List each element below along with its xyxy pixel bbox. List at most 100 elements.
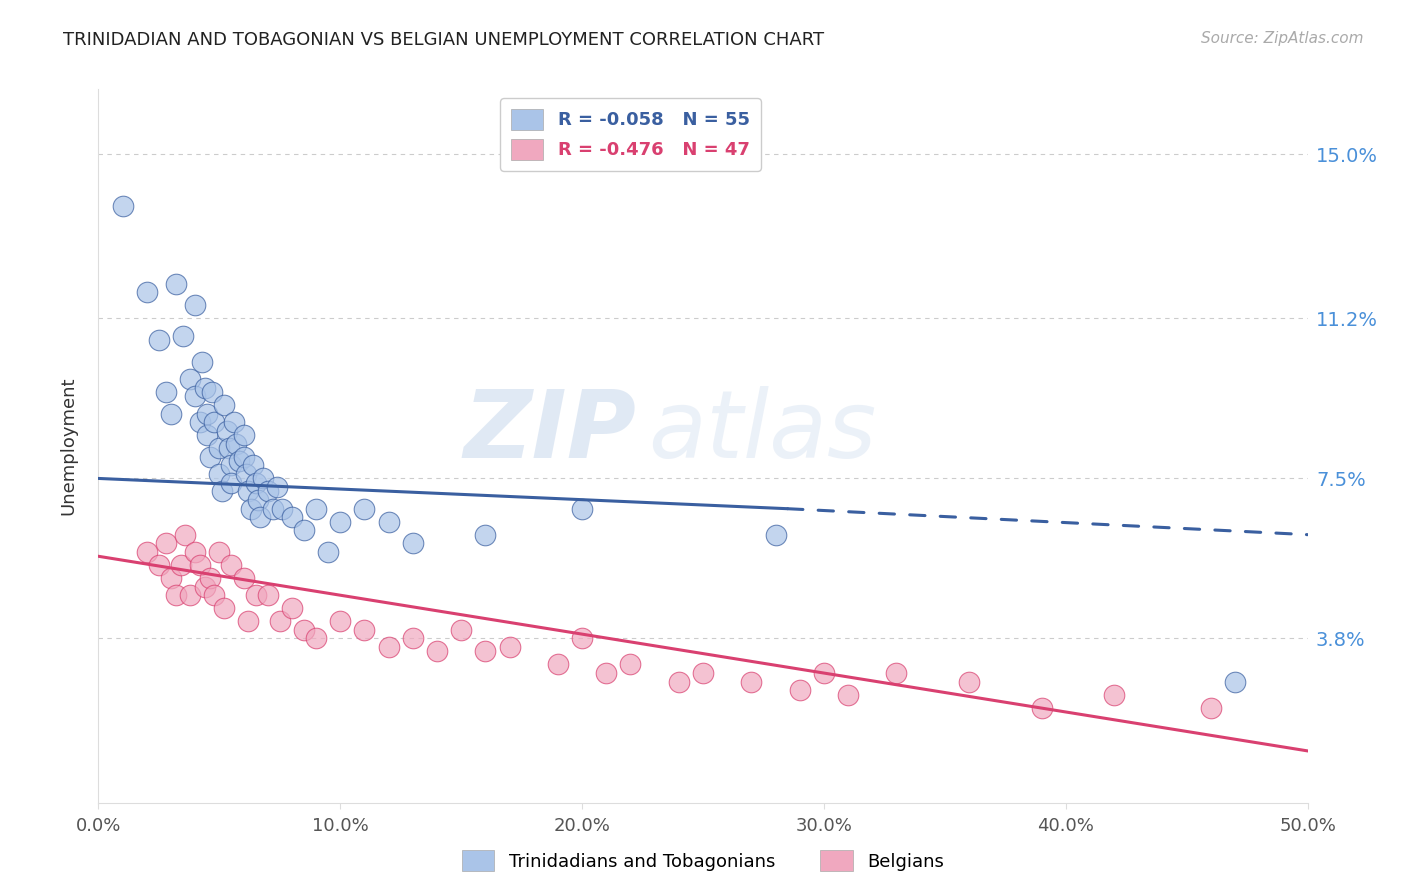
Text: TRINIDADIAN AND TOBAGONIAN VS BELGIAN UNEMPLOYMENT CORRELATION CHART: TRINIDADIAN AND TOBAGONIAN VS BELGIAN UN…	[63, 31, 824, 49]
Point	[765, 527, 787, 541]
Point	[256, 588, 278, 602]
Point	[269, 614, 291, 628]
Legend: R = -0.058   N = 55, R = -0.476   N = 47: R = -0.058 N = 55, R = -0.476 N = 47	[501, 98, 761, 170]
Point	[547, 657, 569, 672]
Point	[225, 437, 247, 451]
Point	[238, 484, 260, 499]
Point	[426, 644, 449, 658]
Point	[221, 558, 243, 572]
Point	[305, 632, 328, 646]
Point	[252, 471, 274, 485]
Point	[571, 632, 593, 646]
Point	[668, 674, 690, 689]
Point	[232, 428, 254, 442]
Point	[837, 688, 859, 702]
Point	[238, 614, 260, 628]
Point	[221, 475, 243, 490]
Point	[155, 384, 177, 399]
Point	[281, 510, 304, 524]
Point	[474, 644, 496, 658]
Point	[188, 558, 211, 572]
Point	[179, 588, 201, 602]
Point	[228, 454, 250, 468]
Point	[195, 428, 218, 442]
Point	[619, 657, 641, 672]
Point	[111, 199, 134, 213]
Point	[135, 285, 157, 300]
Point	[194, 580, 217, 594]
Point	[204, 415, 226, 429]
Point	[957, 674, 980, 689]
Point	[232, 571, 254, 585]
Legend: Trinidadians and Tobagonians, Belgians: Trinidadians and Tobagonians, Belgians	[454, 843, 952, 879]
Point	[208, 545, 231, 559]
Point	[353, 501, 375, 516]
Point	[789, 683, 811, 698]
Point	[262, 501, 284, 516]
Point	[179, 372, 201, 386]
Point	[245, 475, 267, 490]
Point	[886, 666, 908, 681]
Point	[740, 674, 762, 689]
Point	[249, 510, 271, 524]
Point	[239, 501, 262, 516]
Point	[204, 588, 226, 602]
Point	[292, 524, 315, 538]
Y-axis label: Unemployment: Unemployment	[59, 376, 77, 516]
Point	[160, 407, 183, 421]
Point	[148, 333, 170, 347]
Point	[571, 501, 593, 516]
Point	[1223, 674, 1246, 689]
Point	[1199, 700, 1222, 714]
Point	[329, 614, 352, 628]
Point	[305, 501, 328, 516]
Point	[169, 558, 191, 572]
Point	[266, 480, 288, 494]
Point	[595, 666, 617, 681]
Point	[316, 545, 339, 559]
Point	[402, 536, 425, 550]
Point	[165, 277, 187, 291]
Point	[191, 354, 214, 368]
Point	[188, 415, 211, 429]
Point	[184, 389, 207, 403]
Point	[208, 467, 231, 482]
Point	[218, 441, 240, 455]
Point	[201, 384, 224, 399]
Point	[474, 527, 496, 541]
Point	[271, 501, 294, 516]
Point	[215, 424, 238, 438]
Point	[402, 632, 425, 646]
Point	[242, 458, 264, 473]
Point	[247, 493, 270, 508]
Point	[194, 381, 217, 395]
Point	[692, 666, 714, 681]
Point	[184, 298, 207, 312]
Point	[232, 450, 254, 464]
Point	[222, 415, 245, 429]
Point	[377, 515, 399, 529]
Point	[353, 623, 375, 637]
Text: Source: ZipAtlas.com: Source: ZipAtlas.com	[1201, 31, 1364, 46]
Point	[281, 601, 304, 615]
Point	[148, 558, 170, 572]
Point	[135, 545, 157, 559]
Point	[212, 398, 235, 412]
Point	[292, 623, 315, 637]
Point	[1102, 688, 1125, 702]
Point	[377, 640, 399, 654]
Point	[813, 666, 835, 681]
Point	[172, 328, 194, 343]
Point	[256, 484, 278, 499]
Text: atlas: atlas	[648, 386, 877, 477]
Point	[165, 588, 187, 602]
Point	[221, 458, 243, 473]
Point	[212, 601, 235, 615]
Point	[211, 484, 233, 499]
Point	[198, 571, 221, 585]
Point	[198, 450, 221, 464]
Text: ZIP: ZIP	[464, 385, 637, 478]
Point	[174, 527, 197, 541]
Point	[498, 640, 520, 654]
Point	[1031, 700, 1053, 714]
